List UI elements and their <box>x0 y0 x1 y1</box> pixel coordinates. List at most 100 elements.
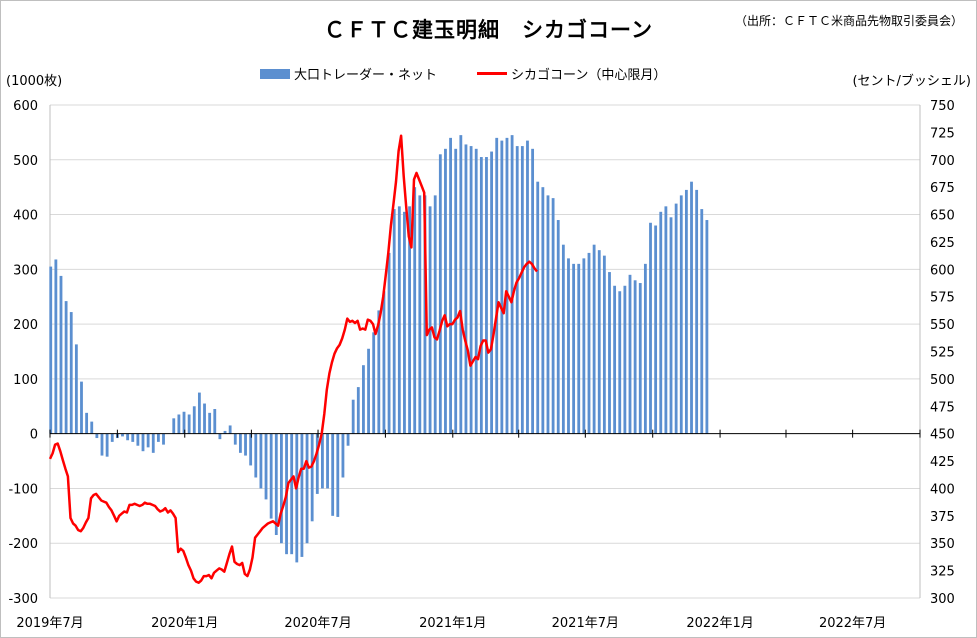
bar <box>433 195 437 434</box>
bar <box>695 189 699 434</box>
y-right-tick-label: 575 <box>930 291 955 306</box>
bar <box>654 225 658 434</box>
bar <box>418 195 422 434</box>
bar <box>469 146 473 434</box>
bar <box>197 392 201 434</box>
bar <box>382 291 386 434</box>
x-tick-label: 2020年1月 <box>151 616 218 631</box>
bar <box>269 433 273 519</box>
bar <box>515 146 519 434</box>
bar <box>444 148 447 434</box>
bar <box>295 433 299 563</box>
bar <box>459 135 463 434</box>
bar <box>602 255 606 434</box>
bar <box>305 433 309 544</box>
bar <box>331 433 335 516</box>
bar <box>259 433 263 489</box>
bar <box>551 198 555 434</box>
bar <box>500 140 504 434</box>
bar <box>684 189 688 434</box>
y-right-tick-label: 475 <box>930 400 955 415</box>
bar <box>567 258 570 434</box>
bar <box>659 211 663 434</box>
bar <box>228 425 232 434</box>
bar <box>572 263 576 434</box>
bar <box>346 433 350 446</box>
bar <box>203 403 206 434</box>
bar <box>121 433 124 437</box>
bar <box>464 144 468 434</box>
bar <box>362 365 365 434</box>
y-right-tick-label: 425 <box>930 455 955 470</box>
bar <box>249 433 253 466</box>
bar <box>613 285 617 434</box>
bar <box>233 433 237 445</box>
bar <box>162 433 165 445</box>
bar <box>541 187 545 434</box>
bar <box>474 148 478 434</box>
y-left-tick-label: -300 <box>8 592 38 607</box>
bar <box>213 409 217 434</box>
bar <box>218 433 222 440</box>
bar <box>238 433 242 453</box>
bar <box>633 280 637 434</box>
bar <box>156 433 160 442</box>
bar <box>582 258 586 434</box>
y-left-tick-label: 400 <box>13 209 38 224</box>
bar <box>623 285 627 434</box>
y-left-tick-label: -100 <box>8 482 38 497</box>
bar <box>131 433 135 442</box>
y-right-tick-label: 300 <box>930 592 955 607</box>
y-right-tick-label: 600 <box>930 263 955 278</box>
bar <box>577 263 581 434</box>
y-right-tick-label: 700 <box>930 154 955 169</box>
bar <box>643 263 647 434</box>
y-right-tick-label: 325 <box>930 565 955 580</box>
legend: 大口トレーダー・ネット シカゴコーン（中心限月） <box>260 64 706 83</box>
bar <box>510 135 514 434</box>
bar <box>90 421 94 434</box>
y-right-tick-label: 400 <box>930 482 955 497</box>
bar <box>669 217 673 434</box>
bar <box>546 195 550 434</box>
bar <box>387 252 391 434</box>
x-tick-label: 2019年7月 <box>16 616 83 631</box>
y-right-tick-label: 375 <box>930 510 955 525</box>
bar <box>556 220 560 434</box>
y-right-tick-label: 500 <box>930 373 955 388</box>
bar <box>423 195 427 434</box>
bar <box>520 146 524 434</box>
bar <box>177 414 181 434</box>
bar <box>392 209 396 434</box>
right-axis-unit: (セント/ブッシェル) <box>852 74 971 89</box>
left-axis-unit: (1000枚) <box>6 74 63 89</box>
bar <box>290 433 294 555</box>
y-right-tick-label: 350 <box>930 537 955 552</box>
y-right-tick-label: 725 <box>930 126 955 141</box>
bar <box>136 433 140 446</box>
bar <box>479 157 483 434</box>
bar <box>403 211 406 434</box>
bar <box>587 252 591 434</box>
bar <box>413 187 417 434</box>
y-right-tick-label: 675 <box>930 181 955 196</box>
bar <box>244 433 247 456</box>
bar <box>208 412 212 434</box>
y-right-tick-label: 750 <box>930 99 955 114</box>
x-tick-label: 2022年7月 <box>819 616 886 631</box>
bar <box>146 433 150 448</box>
bar <box>74 344 78 434</box>
bar <box>172 418 176 434</box>
bar <box>638 283 642 434</box>
bar <box>280 433 283 544</box>
bar <box>592 244 596 434</box>
price-line-series <box>48 134 538 584</box>
y-right-tick-label: 525 <box>930 346 955 361</box>
bar <box>561 244 565 434</box>
y-right-tick-label: 550 <box>930 318 955 333</box>
bar <box>449 137 452 434</box>
legend-line-label: シカゴコーン（中心限月） <box>511 68 667 83</box>
bar <box>310 433 314 522</box>
bar <box>351 399 355 434</box>
source-note: （出所：ＣＦＴＣ米商品先物取引委員会） <box>734 14 963 28</box>
